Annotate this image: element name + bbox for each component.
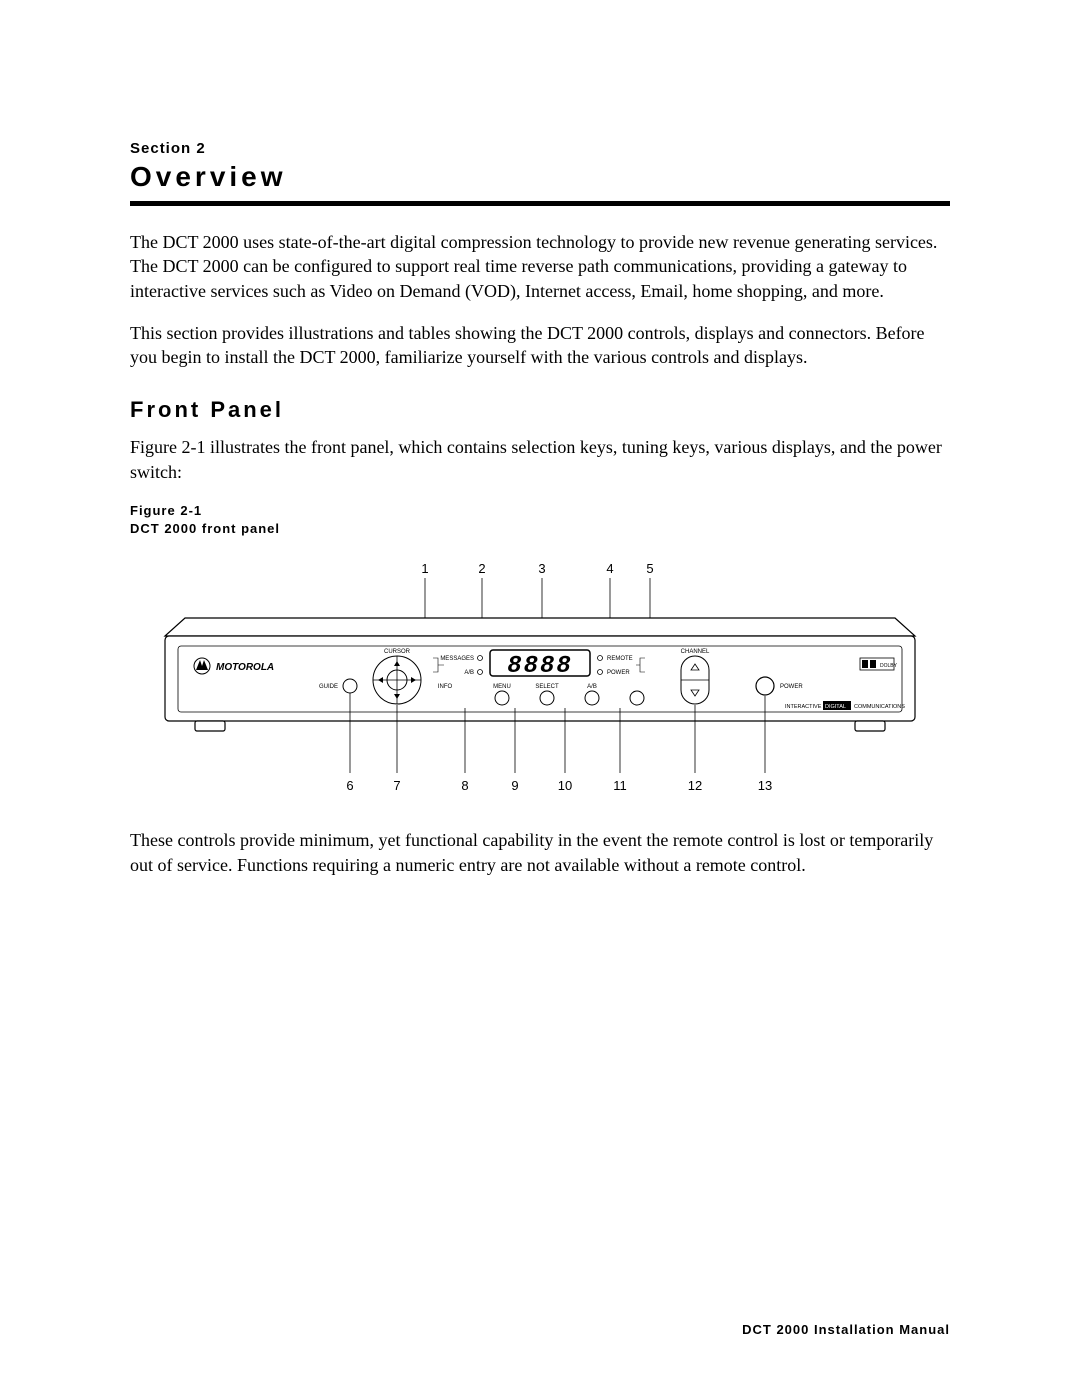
svg-text:GUIDE: GUIDE <box>319 684 338 690</box>
paragraph-4: These controls provide minimum, yet func… <box>130 828 950 877</box>
figure-label: Figure 2-1 DCT 2000 front panel <box>130 502 950 538</box>
callout-8: 8 <box>461 778 468 793</box>
svg-text:CHANNEL: CHANNEL <box>681 649 710 655</box>
callout-2: 2 <box>478 561 485 576</box>
callout-9: 9 <box>511 778 518 793</box>
figure-number: Figure 2-1 <box>130 503 202 518</box>
svg-text:DIGITAL: DIGITAL <box>825 704 846 710</box>
callout-13: 13 <box>758 778 772 793</box>
callout-7: 7 <box>393 778 400 793</box>
section-title: Overview <box>130 161 950 193</box>
callout-11: 11 <box>613 778 627 793</box>
svg-text:SELECT: SELECT <box>535 684 559 690</box>
svg-text:POWER: POWER <box>607 670 630 676</box>
paragraph-1: The DCT 2000 uses state-of-the-art digit… <box>130 230 950 303</box>
section-rule <box>130 201 950 206</box>
svg-text:MESSAGES: MESSAGES <box>440 656 474 662</box>
footer-text: DCT 2000 Installation Manual <box>742 1322 950 1337</box>
callout-5: 5 <box>646 561 653 576</box>
figure-caption: DCT 2000 front panel <box>130 521 280 536</box>
svg-text:MENU: MENU <box>493 684 511 690</box>
paragraph-3: Figure 2-1 illustrates the front panel, … <box>130 435 950 484</box>
section-label: Section 2 <box>130 140 950 157</box>
svg-text:DOLBY: DOLBY <box>880 663 898 669</box>
callout-12: 12 <box>688 778 702 793</box>
paragraph-2: This section provides illustrations and … <box>130 321 950 370</box>
callout-6: 6 <box>346 778 353 793</box>
svg-text:A/B: A/B <box>587 684 597 690</box>
svg-text:A/B: A/B <box>464 670 474 676</box>
svg-text:POWER: POWER <box>780 684 803 690</box>
callout-4: 4 <box>606 561 613 576</box>
svg-text:COMMUNICATIONS: COMMUNICATIONS <box>854 704 905 710</box>
callout-10: 10 <box>558 778 572 793</box>
svg-text:INTERACTIVE: INTERACTIVE <box>785 704 822 710</box>
svg-text:8888: 8888 <box>507 653 573 680</box>
callout-1: 1 <box>421 561 428 576</box>
svg-text:REMOTE: REMOTE <box>607 656 633 662</box>
front-panel-diagram: 1 2 3 4 5 <box>140 558 940 808</box>
figure-container: 1 2 3 4 5 <box>130 558 950 808</box>
svg-text:CURSOR: CURSOR <box>384 649 411 655</box>
callout-3: 3 <box>538 561 545 576</box>
front-panel-heading: Front Panel <box>130 397 950 423</box>
brand-text: MOTOROLA <box>216 662 274 673</box>
svg-text:INFO: INFO <box>438 684 453 690</box>
